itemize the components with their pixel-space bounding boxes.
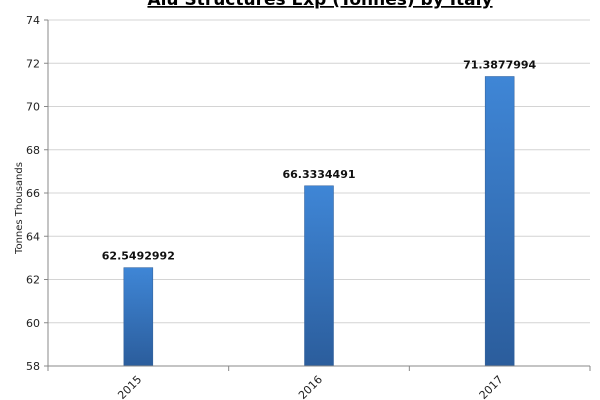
y-axis-ticks: 58 60 62 64 66 68 70 72 74 bbox=[26, 14, 48, 373]
y-axis-label: Tonnes Thousands bbox=[14, 162, 25, 255]
data-label-2015: 62.5492992 bbox=[102, 250, 175, 263]
y-tick-label: 62 bbox=[26, 274, 40, 287]
y-tick-label: 58 bbox=[26, 360, 40, 373]
bar-2015 bbox=[123, 267, 154, 367]
y-tick-label: 72 bbox=[26, 57, 40, 70]
bar-2016 bbox=[304, 185, 334, 367]
y-tick-label: 64 bbox=[26, 230, 40, 243]
y-tick-label: 60 bbox=[26, 317, 40, 330]
bar-2017 bbox=[484, 76, 515, 367]
y-tick-label: 68 bbox=[26, 144, 40, 157]
bars bbox=[123, 76, 515, 367]
y-tick-label: 70 bbox=[26, 101, 40, 114]
data-label-2017: 71.3877994 bbox=[463, 58, 536, 71]
data-labels: 62.5492992 66.3334491 71.3877994 bbox=[102, 58, 537, 262]
chart-title: Alu Structures Exp (Tonnes) by Italy bbox=[147, 0, 492, 10]
y-tick-label: 66 bbox=[26, 187, 40, 200]
data-label-2016: 66.3334491 bbox=[282, 168, 355, 181]
y-tick-label: 74 bbox=[26, 14, 40, 27]
